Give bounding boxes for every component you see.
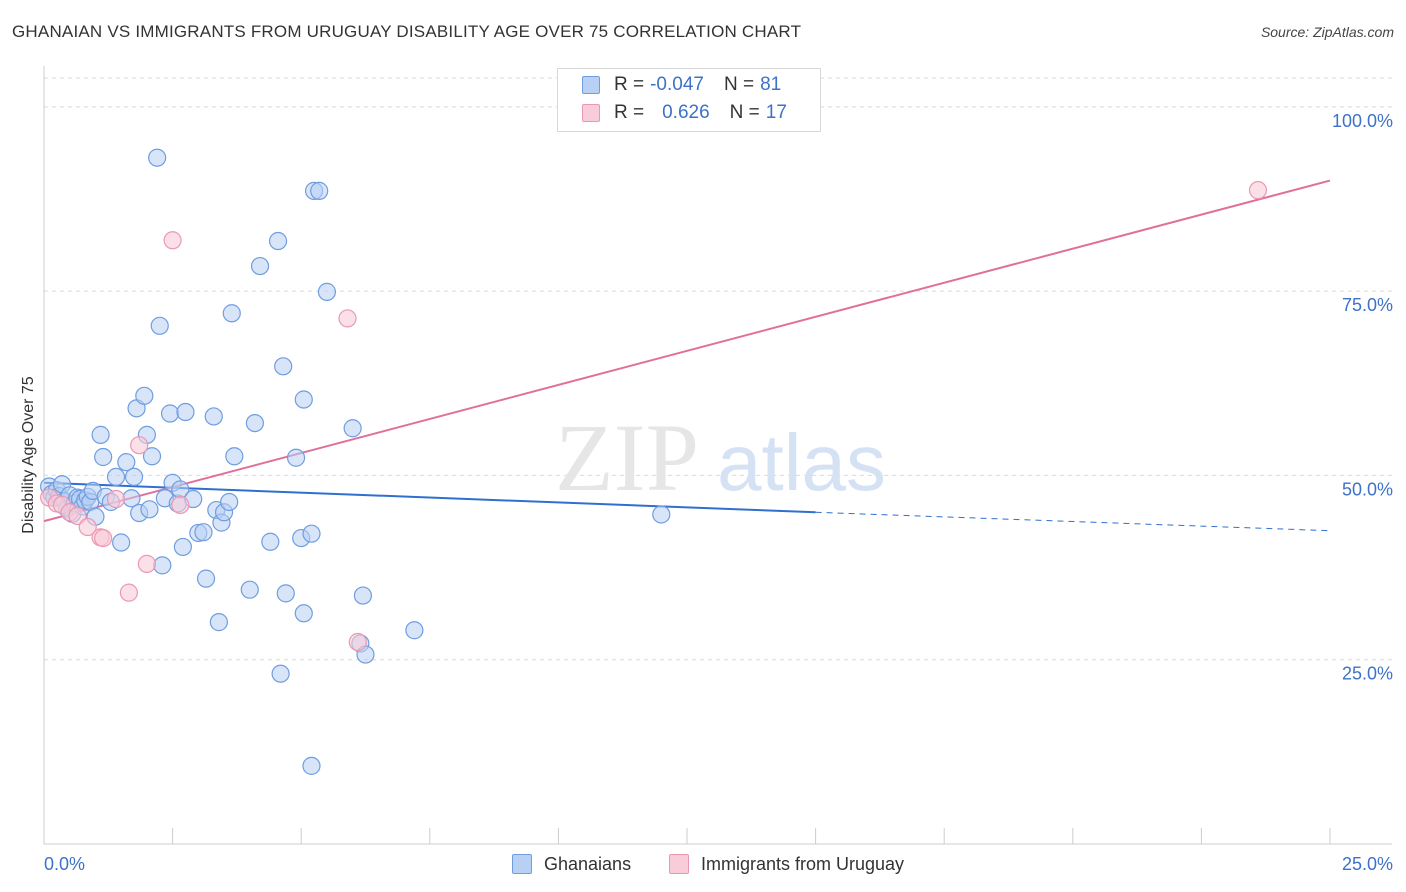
correlation-legend: R = -0.047 N = 81 R = 0.626 N = 17 bbox=[557, 68, 821, 132]
point-ghanaians bbox=[106, 467, 126, 487]
watermark-atlas: atlas bbox=[717, 418, 886, 507]
point-uruguay bbox=[338, 309, 357, 328]
point-uruguay bbox=[78, 517, 97, 537]
y-tick-label: 50.0% bbox=[1342, 479, 1393, 499]
point-uruguay bbox=[106, 489, 126, 509]
point-ghanaians bbox=[286, 448, 306, 467]
point-ghanaians bbox=[268, 231, 288, 251]
point-uruguay bbox=[348, 632, 367, 652]
point-ghanaians bbox=[294, 604, 313, 623]
legend-swatch-blue bbox=[582, 76, 600, 94]
point-ghanaians bbox=[222, 304, 241, 323]
legend-n-value: 81 bbox=[760, 74, 782, 95]
point-ghanaians bbox=[140, 500, 159, 519]
point-ghanaians bbox=[204, 407, 223, 426]
chart-title: GHANAIAN VS IMMIGRANTS FROM URUGUAY DISA… bbox=[12, 22, 802, 41]
legend-r-value: -0.047 bbox=[650, 74, 704, 95]
point-ghanaians bbox=[652, 505, 671, 524]
legend-n-label: N = bbox=[729, 102, 760, 123]
y-tick-label: 25.0% bbox=[1342, 664, 1393, 684]
point-ghanaians bbox=[353, 586, 373, 605]
point-ghanaians bbox=[302, 524, 321, 543]
tick-labels: 25.0% 50.0% 75.0% 100.0% 0.0% 25.0% bbox=[44, 111, 1393, 874]
point-ghanaians bbox=[225, 447, 244, 466]
watermark: ZIP atlas bbox=[555, 404, 886, 511]
point-ghanaians bbox=[271, 664, 290, 683]
point-uruguay bbox=[171, 495, 190, 515]
point-ghanaians bbox=[250, 256, 270, 276]
point-ghanaians bbox=[310, 181, 329, 200]
legend-n-label: N = bbox=[723, 74, 755, 95]
point-ghanaians bbox=[220, 492, 239, 512]
point-ghanaians bbox=[173, 537, 192, 557]
y-tick-label: 100.0% bbox=[1332, 111, 1393, 131]
bottom-legend-uruguay: Immigrants from Uruguay bbox=[669, 852, 904, 876]
point-uruguay bbox=[130, 436, 149, 455]
gridlines bbox=[44, 77, 1392, 661]
point-ghanaians bbox=[124, 467, 144, 487]
point-ghanaians bbox=[302, 756, 321, 775]
x-tick-label: 25.0% bbox=[1342, 854, 1393, 874]
source-label: Source: ZipAtlas.com bbox=[1260, 24, 1394, 40]
point-ghanaians bbox=[117, 453, 136, 472]
bottom-legend-label: Ghanaians bbox=[544, 853, 632, 874]
point-ghanaians bbox=[317, 282, 337, 301]
point-uruguay bbox=[94, 528, 113, 548]
bottom-legend-label: Immigrants from Uruguay bbox=[701, 853, 905, 874]
bottom-legend-swatch-blue bbox=[512, 854, 532, 874]
point-ghanaians bbox=[240, 580, 259, 599]
point-ghanaians bbox=[194, 523, 213, 542]
point-ghanaians bbox=[294, 390, 313, 409]
point-uruguay bbox=[163, 231, 182, 250]
point-ghanaians bbox=[94, 447, 113, 467]
legend-n-value: 17 bbox=[765, 102, 787, 123]
point-ghanaians bbox=[276, 584, 295, 603]
legend-row-ghanaians: R = -0.047 N = 81 bbox=[582, 73, 781, 97]
point-ghanaians bbox=[142, 447, 162, 466]
point-ghanaians bbox=[343, 419, 362, 438]
point-ghanaians bbox=[153, 556, 172, 575]
bottom-legend-ghanaians: Ghanaians bbox=[512, 852, 631, 876]
point-ghanaians bbox=[176, 402, 195, 422]
legend-r-label: R = bbox=[614, 74, 645, 95]
legend-row-uruguay: R = 0.626 N = 17 bbox=[582, 101, 787, 125]
legend-r-value: 0.626 bbox=[662, 102, 710, 123]
point-ghanaians bbox=[261, 532, 280, 551]
trendline-uruguay bbox=[43, 179, 1331, 523]
point-ghanaians bbox=[245, 413, 265, 433]
point-ghanaians bbox=[148, 148, 167, 167]
point-uruguay bbox=[1248, 181, 1268, 200]
point-ghanaians bbox=[209, 613, 228, 632]
point-ghanaians bbox=[274, 357, 293, 376]
point-uruguay bbox=[137, 554, 156, 573]
bottom-legend-swatch-pink bbox=[669, 854, 689, 874]
point-ghanaians bbox=[405, 621, 424, 640]
y-axis-title: Disability Age Over 75 bbox=[20, 376, 37, 534]
x-tick-label: 0.0% bbox=[44, 854, 85, 874]
y-tick-label: 75.0% bbox=[1342, 295, 1393, 315]
watermark-zip: ZIP bbox=[555, 404, 699, 511]
data-points bbox=[40, 148, 1268, 775]
point-ghanaians bbox=[135, 386, 154, 405]
point-ghanaians bbox=[112, 533, 131, 552]
legend-r-label: R = bbox=[614, 102, 645, 123]
point-ghanaians bbox=[91, 425, 110, 444]
legend-swatch-pink bbox=[582, 104, 600, 122]
trendline-ghanaians-extension bbox=[815, 511, 1331, 532]
point-uruguay bbox=[119, 583, 138, 602]
point-ghanaians bbox=[160, 404, 180, 423]
point-ghanaians bbox=[196, 569, 216, 588]
axes bbox=[43, 66, 1392, 845]
point-ghanaians bbox=[150, 316, 169, 335]
